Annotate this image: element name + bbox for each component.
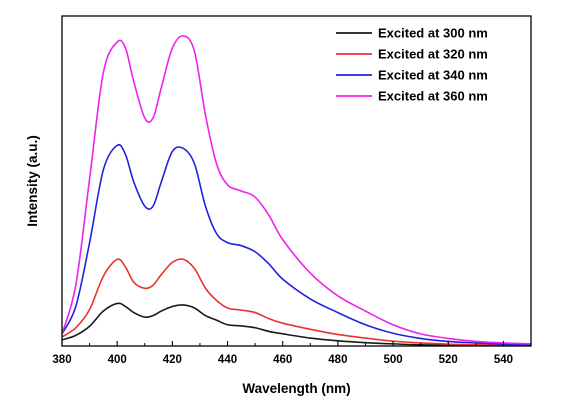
legend-label-3: Excited at 340 nm: [378, 68, 488, 83]
x-tick-label: 420: [163, 354, 182, 366]
x-tick-label: 540: [494, 354, 513, 366]
legend: Excited at 300 nm Excited at 320 nm Excite…: [336, 26, 488, 104]
series-line-1: [61, 302, 532, 347]
legend-label-2: Excited at 320 nm: [378, 47, 488, 62]
y-axis-label: Intensity (a.u.): [25, 135, 40, 227]
legend-label-1: Excited at 300 nm: [378, 26, 488, 41]
x-tick-label: 440: [218, 354, 237, 366]
x-tick-label: 460: [273, 354, 292, 366]
x-tick-label: 480: [328, 354, 347, 366]
x-tick-label: 380: [52, 354, 71, 366]
legend-label-4: Excited at 360 nm: [378, 89, 488, 104]
x-axis-label: Wavelength (nm): [242, 381, 350, 396]
series-line-3: [61, 143, 532, 346]
x-tick-label: 500: [383, 354, 402, 366]
x-tick-label: 400: [108, 354, 127, 366]
x-tick-label: 520: [439, 354, 458, 366]
series-line-4: [61, 35, 532, 345]
series-line-2: [61, 258, 532, 347]
x-ticks: 380 400 420 440 460 480 500 520 540: [52, 341, 532, 366]
plot-frame: [61, 15, 532, 347]
series-layer: [61, 35, 532, 347]
